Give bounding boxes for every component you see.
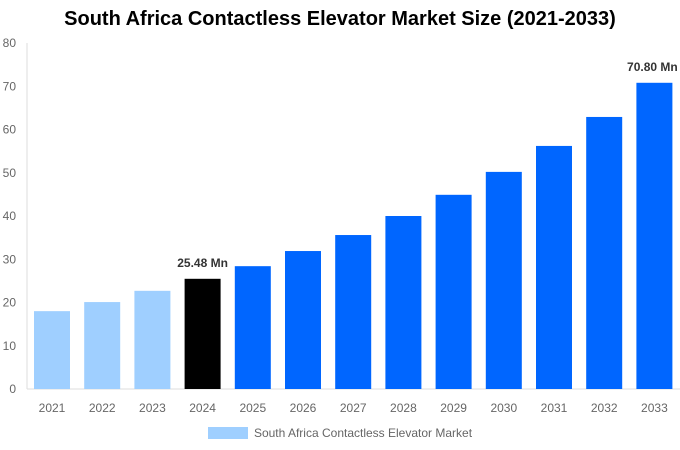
x-tick-label: 2026 [290, 401, 317, 415]
y-tick-label: 30 [3, 252, 17, 266]
bar-2029 [435, 194, 472, 389]
y-tick-label: 40 [3, 209, 17, 223]
bar-2028 [385, 216, 422, 389]
x-tick-label: 2024 [189, 401, 216, 415]
x-tick-label: 2023 [139, 401, 166, 415]
bar-2023 [134, 290, 171, 389]
y-tick-label: 20 [3, 296, 17, 310]
bar-2030 [485, 171, 522, 389]
bar-2026 [285, 251, 321, 389]
data-label: 25.48 Mn [177, 256, 228, 270]
y-tick-label: 0 [9, 382, 16, 396]
x-tick-label: 2030 [490, 401, 517, 415]
x-tick-label: 2028 [390, 401, 417, 415]
chart-title: South Africa Contactless Elevator Market… [64, 8, 616, 30]
x-tick-label: 2029 [440, 401, 467, 415]
y-tick-label: 60 [3, 123, 17, 137]
x-tick-label: 2022 [89, 401, 116, 415]
x-tick-label: 2032 [591, 401, 618, 415]
y-tick-label: 10 [3, 339, 17, 353]
x-tick-label: 2021 [39, 401, 66, 415]
x-tick-label: 2025 [239, 401, 266, 415]
x-tick-label: 2031 [541, 401, 568, 415]
bar-2025 [234, 266, 271, 389]
bar-2027 [335, 235, 372, 389]
y-tick-label: 80 [3, 36, 17, 50]
x-tick-label: 2033 [641, 401, 668, 415]
data-label: 70.80 Mn [627, 60, 678, 74]
legend-label: South Africa Contactless Elevator Market [253, 426, 473, 440]
legend-swatch [207, 427, 248, 439]
y-tick-label: 70 [3, 79, 17, 93]
y-tick-label: 50 [3, 166, 17, 180]
bar-2033 [636, 82, 673, 389]
bar-2032 [586, 116, 623, 390]
x-tick-label: 2027 [340, 401, 367, 415]
legend: South Africa Contactless Elevator Market [0, 426, 680, 440]
bar-2022 [84, 302, 121, 389]
bar-2021 [34, 311, 70, 389]
bar-2024 [184, 278, 221, 389]
bar-2031 [536, 145, 572, 389]
